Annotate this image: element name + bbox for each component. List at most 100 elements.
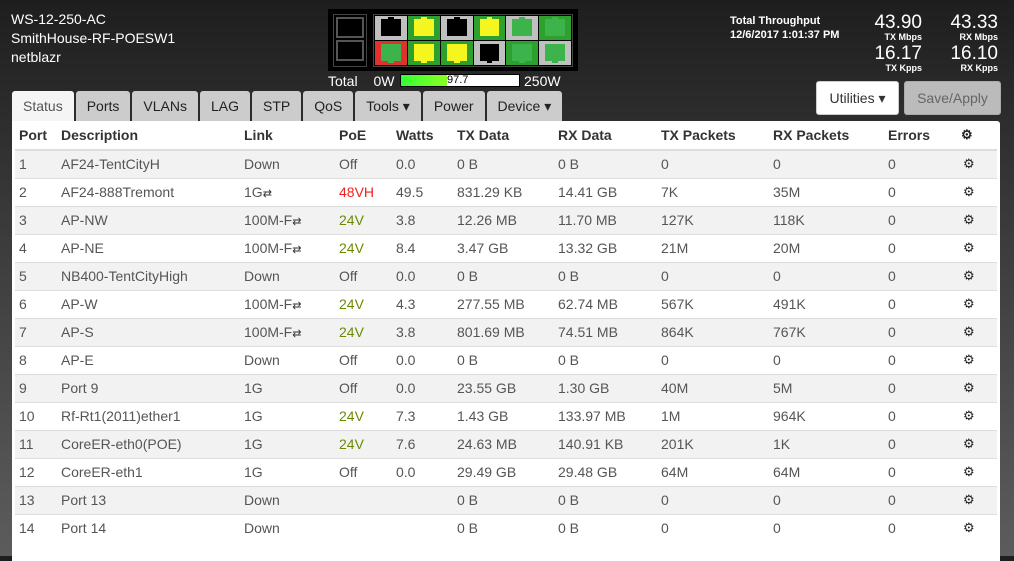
cell-settings: ⚙ (961, 457, 997, 486)
cell-text: 5M (773, 380, 793, 396)
port-settings-gear-icon[interactable]: ⚙ (963, 380, 975, 395)
port-settings-gear-icon[interactable]: ⚙ (963, 352, 975, 367)
port-settings-gear-icon[interactable]: ⚙ (963, 156, 975, 172)
port-settings-gear-icon[interactable]: ⚙ (963, 296, 975, 311)
cell-tx-packets: 21M (661, 233, 773, 262)
table-row[interactable]: 14 Port 14 Down 0 B 0 B 0 0 0 ⚙ (15, 513, 997, 542)
cell-text: 0 (888, 464, 896, 480)
cell-tx-data: 0 B (457, 261, 558, 290)
port-6-indicator[interactable] (440, 41, 473, 65)
table-row[interactable]: 6 AP-W 100M-F⇄ 24V 4.3 277.55 MB 62.74 MB 567K 4… (15, 289, 997, 318)
cell-text: 40M (661, 380, 689, 396)
cell-text: 7.3 (396, 408, 416, 424)
cell-errors: 0 (888, 317, 961, 346)
cell-text: 767K (773, 324, 806, 340)
cell-errors: 0 (888, 289, 961, 318)
table-row[interactable]: 13 Port 13 Down 0 B 0 B 0 0 0 ⚙ (15, 485, 997, 514)
port-9-indicator[interactable] (506, 16, 539, 40)
cell-poe: 24V (339, 205, 396, 234)
table-row[interactable]: 2 AF24-888Tremont 1G⇄ 48VH 49.5 831.29 KB 14.4… (15, 177, 997, 206)
cell-text: 0 (661, 492, 669, 508)
tab-device[interactable]: Device ▾ (486, 91, 563, 121)
cell-text: 74.51 MB (558, 324, 618, 340)
cell-text: 0.0 (396, 352, 416, 368)
cell-text: 118K (773, 212, 805, 228)
cell-text: 277.55 MB (457, 296, 525, 312)
table-row[interactable]: 11 CoreER-eth0(POE) 1G 24V 7.6 24.63 MB 140.91… (15, 429, 997, 458)
port-settings-gear-icon[interactable]: ⚙ (963, 212, 975, 227)
port-5-indicator[interactable] (440, 16, 473, 40)
cell-link: Down (244, 261, 339, 290)
tab-status[interactable]: Status (12, 91, 74, 121)
cell-text: 10 (19, 408, 35, 424)
device-name: SmithHouse-RF-POESW1 (11, 30, 176, 46)
table-row[interactable]: 7 AP-S 100M-F⇄ 24V 3.8 801.69 MB 74.51 MB 864K 7… (15, 317, 997, 346)
cell-text: NB400-TentCityHigh (61, 268, 188, 284)
cell-text: 0 (888, 520, 896, 537)
port-12-indicator[interactable] (539, 41, 571, 65)
port-3-indicator[interactable] (407, 16, 440, 40)
tab-qos[interactable]: QoS (303, 91, 354, 121)
port-settings-gear-icon[interactable]: ⚙ (963, 464, 975, 479)
sfp-port[interactable] (336, 17, 364, 38)
tab-stp[interactable]: STP (251, 91, 302, 121)
port-settings-gear-icon[interactable]: ⚙ (963, 520, 975, 536)
table-row[interactable]: 8 AP-E Down Off 0.0 0 B 0 B 0 0 0 ⚙ (15, 345, 997, 374)
cell-rx-data: 1.30 GB (558, 373, 661, 402)
tab-tools[interactable]: Tools ▾ (355, 91, 421, 121)
port-4-indicator[interactable] (407, 41, 440, 65)
cell-settings: ⚙ (961, 289, 997, 318)
utilities-button[interactable]: Utilities ▾ (816, 81, 899, 115)
cell-link: 1G⇄ (244, 177, 339, 206)
tab-power[interactable]: Power (422, 91, 485, 121)
save-apply-button[interactable]: Save/Apply (904, 81, 1001, 115)
table-row[interactable]: 9 Port 9 1G Off 0.0 23.55 GB 1.30 GB 40M 5M 0 ⚙ (15, 373, 997, 402)
cell-text: 0 B (457, 268, 479, 284)
port-2-indicator[interactable] (375, 41, 407, 65)
sfp-port[interactable] (336, 40, 364, 61)
port-11-indicator[interactable] (539, 16, 571, 40)
table-row[interactable]: 3 AP-NW 100M-F⇄ 24V 3.8 12.26 MB 11.70 MB 127K 1… (15, 205, 997, 234)
port-1-indicator[interactable] (375, 16, 407, 40)
cell-text: 100M-F (244, 240, 293, 256)
tab-lag[interactable]: LAG (199, 91, 250, 121)
table-row[interactable]: 12 CoreER-eth1 1G Off 0.0 29.49 GB 29.48 GB 64M… (15, 457, 997, 486)
settings-gear-icon[interactable]: ⚙ (961, 127, 973, 142)
cell-text: 14.41 GB (558, 184, 618, 200)
tab-vlans[interactable]: VLANs (132, 91, 198, 121)
cell-text: 1.30 GB (558, 380, 610, 396)
cell-text: 24V (339, 436, 364, 452)
cell-text: 2 (19, 184, 27, 200)
port-7-indicator[interactable] (473, 16, 506, 40)
cell-text: AF24-888Tremont (61, 184, 175, 200)
table-row[interactable]: 10 Rf-Rt1(2011)ether1 1G 24V 7.3 1.43 GB 133.9… (15, 401, 997, 430)
table-row[interactable]: 5 NB400-TentCityHigh Down Off 0.0 0 B 0 B 0 0 0 ⚙ (15, 261, 997, 290)
cell-settings: ⚙ (961, 177, 997, 206)
port-settings-gear-icon[interactable]: ⚙ (963, 324, 975, 339)
cell-text: 64M (773, 464, 801, 480)
cell-tx-data: 0 B (457, 345, 558, 374)
port-10-indicator[interactable] (506, 41, 539, 65)
cell-text: Off (339, 156, 358, 173)
port-8-indicator[interactable] (473, 41, 506, 65)
cell-text: 831.29 KB (457, 184, 523, 200)
cell-watts: 8.4 (396, 233, 457, 262)
port-settings-gear-icon[interactable]: ⚙ (963, 268, 975, 283)
port-settings-gear-icon[interactable]: ⚙ (963, 240, 975, 255)
table-row[interactable]: 4 AP-NE 100M-F⇄ 24V 8.4 3.47 GB 13.32 GB 21M 20M… (15, 233, 997, 262)
port-settings-gear-icon[interactable]: ⚙ (963, 184, 975, 199)
cell-text: 14 (19, 520, 35, 537)
rx-kpps-value: 16.10 (950, 43, 998, 64)
cell-settings: ⚙ (961, 429, 997, 458)
port-settings-gear-icon[interactable]: ⚙ (963, 408, 975, 423)
tab-ports[interactable]: Ports (75, 91, 131, 121)
cell-text: 0.0 (396, 380, 416, 396)
cell-errors: 0 (888, 485, 961, 514)
cell-text: 0 B (457, 520, 479, 537)
port-settings-gear-icon[interactable]: ⚙ (963, 492, 975, 507)
cell-text: 0 (888, 240, 896, 256)
cell-description: NB400-TentCityHigh (61, 261, 244, 290)
cell-poe (339, 485, 396, 514)
table-row[interactable]: 1 AF24-TentCityH Down Off 0.0 0 B 0 B 0 0 0 ⚙ (15, 149, 997, 178)
port-settings-gear-icon[interactable]: ⚙ (963, 436, 975, 451)
